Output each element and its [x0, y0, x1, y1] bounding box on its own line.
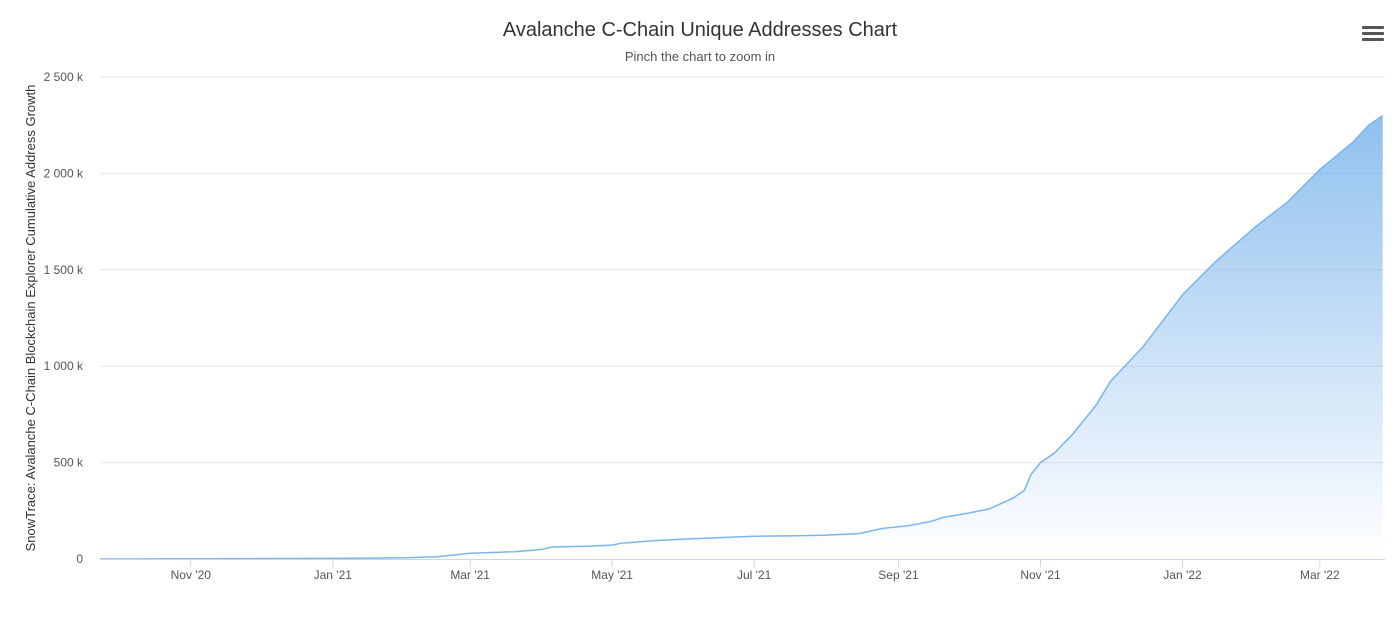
- x-tick-label: Nov '20: [171, 568, 212, 582]
- y-tick-label: 2 500 k: [44, 70, 84, 84]
- x-tick-label: May '21: [591, 568, 633, 582]
- x-tick-label: Jan '22: [1163, 568, 1202, 582]
- x-tick-label: Jul '21: [737, 568, 772, 582]
- y-tick-label: 1 500 k: [44, 263, 84, 277]
- series-area: [100, 116, 1383, 559]
- x-tick-label: Nov '21: [1020, 568, 1061, 582]
- x-tick-label: Mar '21: [450, 568, 490, 582]
- x-tick-label: Jan '21: [314, 568, 353, 582]
- x-tick-label: Sep '21: [878, 568, 919, 582]
- series-group: [100, 116, 1383, 559]
- y-tick-label: 2 000 k: [44, 166, 84, 180]
- y-tick-label: 0: [76, 552, 83, 566]
- y-tick-label: 500 k: [54, 456, 84, 470]
- y-tick-label: 1 000 k: [44, 359, 84, 373]
- y-axis: 0 500 k 1 000 k 1 500 k 2 000 k 2 500 k: [44, 70, 84, 566]
- x-axis: Nov '20 Jan '21 Mar '21 May '21 Jul '21 Sep '…: [100, 559, 1385, 582]
- y-axis-title: SnowTrace: Avalanche C-Chain Blockchain …: [23, 85, 38, 552]
- x-tick-label: Mar '22: [1300, 568, 1340, 582]
